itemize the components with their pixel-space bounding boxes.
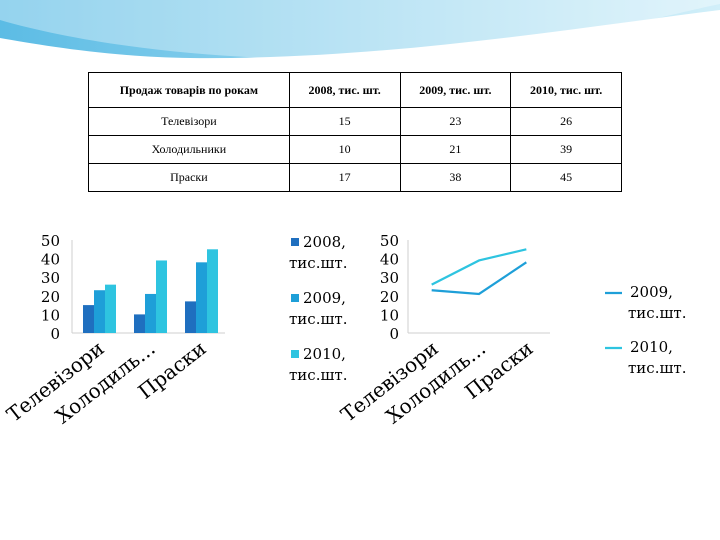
legend-label: 2010, bbox=[630, 338, 673, 356]
legend-label: тис.шт. bbox=[628, 359, 686, 377]
legend-label: 2010, bbox=[303, 345, 346, 363]
bar-y-tick-label: 30 bbox=[41, 269, 60, 287]
table-cell: 39 bbox=[510, 135, 622, 164]
legend-swatch bbox=[291, 238, 299, 246]
line-y-tick-label: 50 bbox=[380, 232, 399, 250]
table-row: Телевізори 15 23 26 bbox=[88, 107, 622, 136]
bar-y-tick-label: 0 bbox=[50, 325, 60, 343]
bar bbox=[94, 290, 105, 333]
legend-label: 2008, bbox=[303, 233, 346, 251]
table-cell: Телевізори bbox=[88, 107, 290, 136]
line-chart: 01020304050ТелевізориХолодиль...Праски20… bbox=[336, 232, 686, 428]
line-y-tick-label: 40 bbox=[380, 251, 399, 269]
bar-y-tick-label: 20 bbox=[41, 288, 60, 306]
bar bbox=[145, 293, 156, 333]
table-header-cell: Продаж товарів по рокам bbox=[88, 72, 290, 108]
table-cell: 10 bbox=[288, 135, 401, 164]
line-y-tick-label: 0 bbox=[389, 325, 399, 343]
table-row: Холодильники 10 21 39 bbox=[88, 135, 622, 164]
legend-label: 2009, bbox=[630, 283, 673, 301]
bar bbox=[207, 249, 218, 333]
bar-y-tick-label: 50 bbox=[41, 232, 60, 250]
legend-label: тис.шт. bbox=[289, 366, 347, 384]
table-header-cell: 2009, тис. шт. bbox=[399, 72, 512, 108]
table-cell: 15 bbox=[288, 107, 401, 136]
legend-swatch bbox=[291, 294, 299, 302]
legend-label: тис.шт. bbox=[628, 304, 686, 322]
bar bbox=[105, 284, 116, 333]
table-cell: 45 bbox=[510, 163, 622, 192]
table-cell: 17 bbox=[288, 163, 401, 192]
bar bbox=[156, 260, 167, 333]
table-cell: 21 bbox=[399, 135, 512, 164]
line-y-tick-label: 30 bbox=[380, 269, 399, 287]
bar bbox=[134, 314, 145, 333]
bar-y-tick-label: 10 bbox=[41, 306, 60, 324]
table-header-row: Продаж товарів по рокам 2008, тис. шт. 2… bbox=[88, 72, 622, 108]
table-header-cell: 2010, тис. шт. bbox=[510, 72, 622, 108]
table-cell: 23 bbox=[399, 107, 512, 136]
series-line bbox=[431, 248, 527, 286]
bar-y-tick-label: 40 bbox=[41, 251, 60, 269]
table-cell: 38 bbox=[399, 163, 512, 192]
legend-swatch bbox=[291, 350, 299, 358]
legend-label: 2009, bbox=[303, 289, 346, 307]
bar bbox=[185, 301, 196, 333]
table-cell: 26 bbox=[510, 107, 622, 136]
bar bbox=[83, 305, 94, 333]
table-cell: Праски bbox=[88, 163, 290, 192]
table-row: Праски 17 38 45 bbox=[88, 163, 622, 192]
bar bbox=[196, 262, 207, 333]
series-line bbox=[431, 261, 527, 296]
decorative-banner bbox=[0, 0, 720, 60]
legend-label: тис.шт. bbox=[289, 254, 347, 272]
line-y-tick-label: 20 bbox=[380, 288, 399, 306]
charts-area: 01020304050ТелевізориХолодиль...Праски20… bbox=[2, 232, 686, 428]
sales-table: Продаж товарів по рокам 2008, тис. шт. 2… bbox=[88, 72, 622, 192]
legend-label: тис.шт. bbox=[289, 310, 347, 328]
line-y-tick-label: 10 bbox=[380, 306, 399, 324]
table-header-cell: 2008, тис. шт. bbox=[288, 72, 401, 108]
bar-chart: 01020304050ТелевізориХолодиль...Праски20… bbox=[2, 232, 347, 428]
table-cell: Холодильники bbox=[88, 135, 290, 164]
